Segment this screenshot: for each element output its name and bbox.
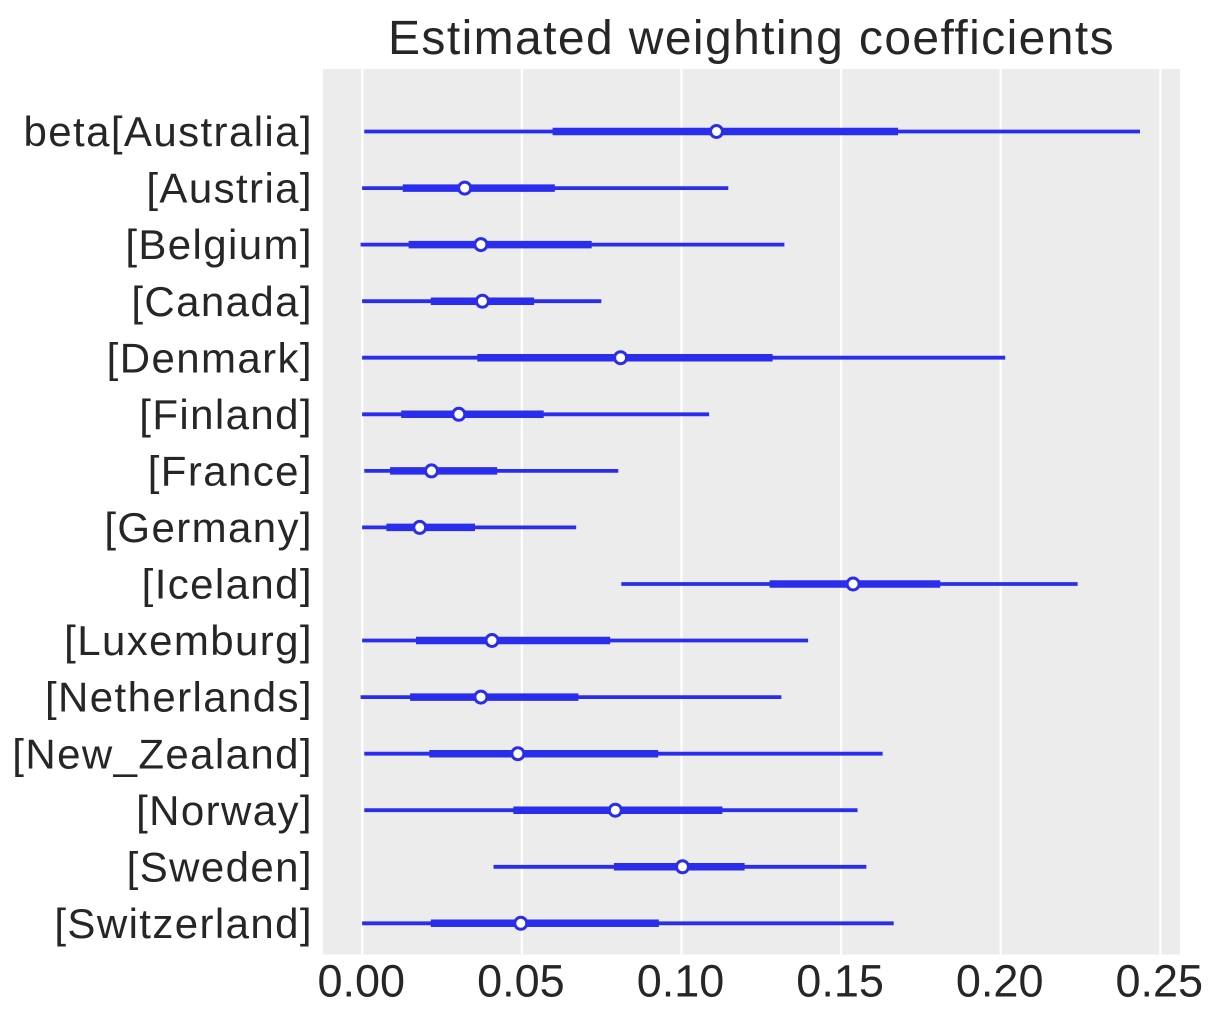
svg-text:0.05: 0.05 xyxy=(477,956,565,1007)
svg-text:[Canada]: [Canada] xyxy=(131,278,313,325)
svg-text:[France]: [France] xyxy=(148,448,313,495)
svg-text:[Norway]: [Norway] xyxy=(136,787,313,834)
svg-text:0.10: 0.10 xyxy=(637,956,725,1007)
svg-text:beta[Australia]: beta[Australia] xyxy=(24,108,314,155)
svg-text:[Sweden]: [Sweden] xyxy=(127,843,313,890)
svg-text:[Denmark]: [Denmark] xyxy=(107,334,313,381)
svg-text:[Iceland]: [Iceland] xyxy=(142,561,313,608)
svg-text:Estimated weighting coefficien: Estimated weighting coefficients xyxy=(388,12,1115,65)
svg-text:[Belgium]: [Belgium] xyxy=(125,221,313,268)
svg-text:[Finland]: [Finland] xyxy=(139,391,313,438)
svg-text:[Germany]: [Germany] xyxy=(104,504,313,551)
svg-text:[New_Zealand]: [New_Zealand] xyxy=(12,730,313,777)
svg-text:0.20: 0.20 xyxy=(956,956,1044,1007)
svg-text:0.25: 0.25 xyxy=(1116,956,1204,1007)
svg-text:[Switzerland]: [Switzerland] xyxy=(54,900,313,947)
svg-text:0.00: 0.00 xyxy=(318,956,406,1007)
svg-text:[Austria]: [Austria] xyxy=(146,165,313,212)
svg-text:[Luxemburg]: [Luxemburg] xyxy=(64,617,313,664)
svg-text:0.15: 0.15 xyxy=(796,956,884,1007)
svg-text:[Netherlands]: [Netherlands] xyxy=(45,674,313,721)
